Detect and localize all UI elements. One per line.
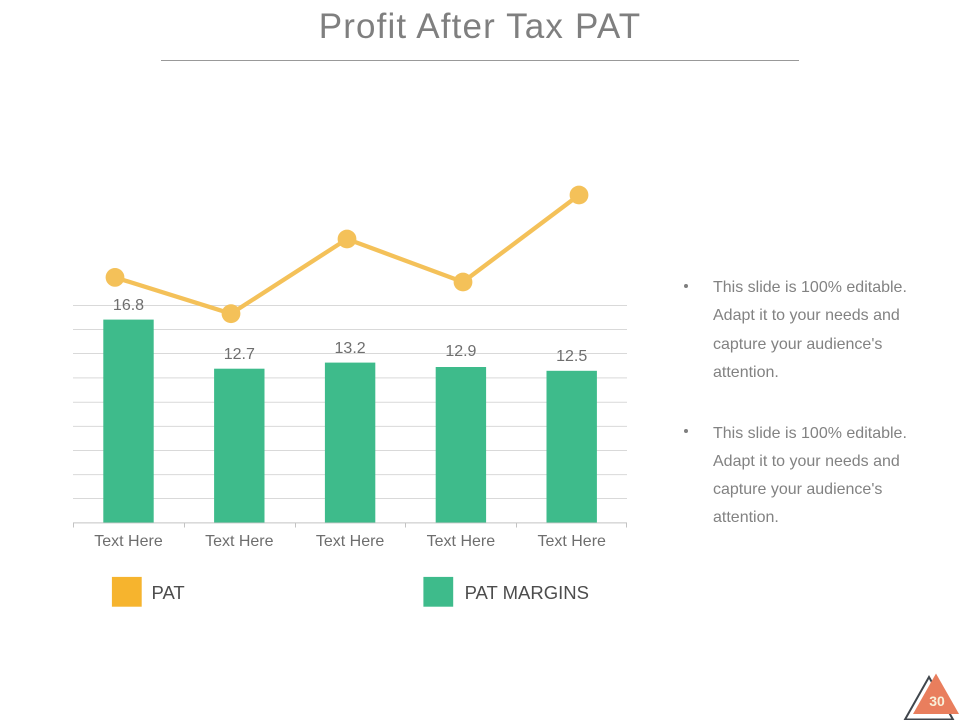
- svg-text:30: 30: [929, 693, 945, 709]
